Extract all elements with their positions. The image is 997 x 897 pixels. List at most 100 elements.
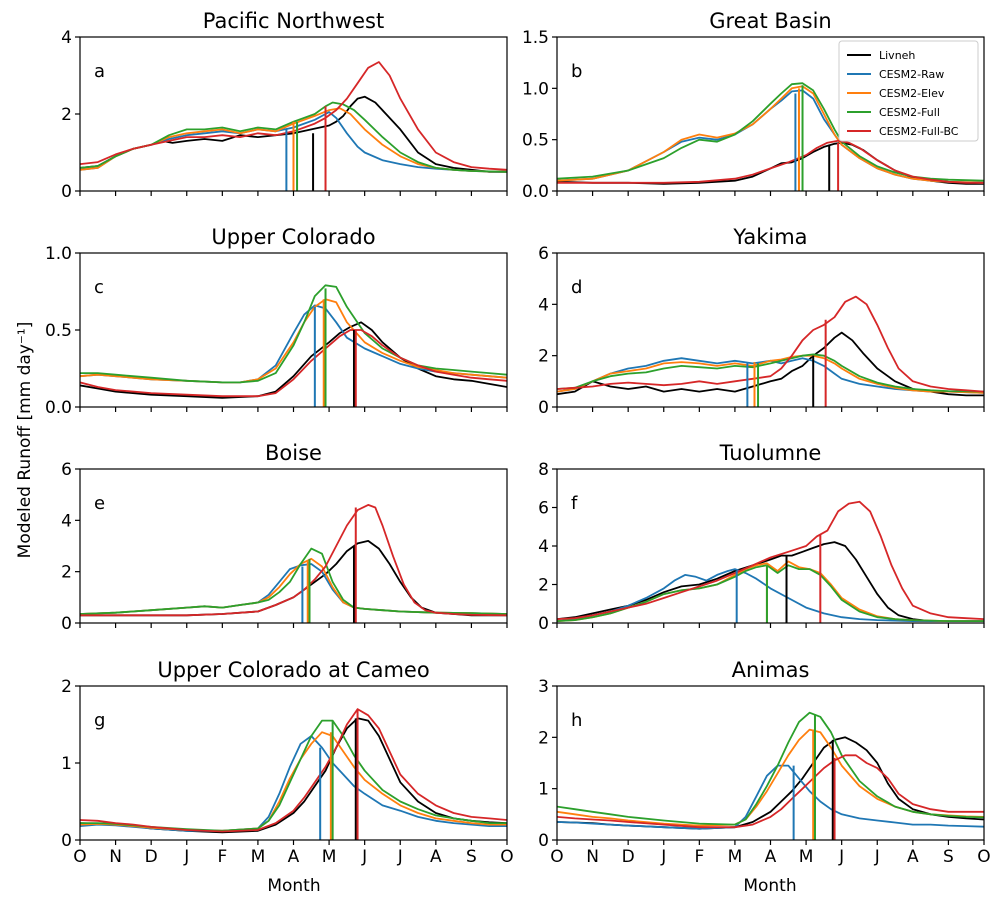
- series-line-cesm2-full: [80, 284, 507, 384]
- y-tick-label: 0: [61, 182, 72, 202]
- y-tick-label: 0: [538, 398, 549, 418]
- series-line-cesm2-full: [557, 353, 984, 393]
- series-line-livneh: [80, 540, 507, 617]
- x-tick-label: O: [500, 847, 513, 867]
- panel-h: Animas h 0 1 2 3 O N D J F M A M J J A S O: [538, 658, 991, 867]
- panel-c: Upper Colorado c 0.0 0.5 1.0: [45, 225, 508, 418]
- x-axis-label-left: Month: [267, 876, 320, 896]
- x-tick-label: O: [550, 847, 563, 867]
- x-tick-label: N: [586, 847, 599, 867]
- panel-letter: g: [94, 710, 105, 731]
- series-line-livneh: [557, 331, 984, 397]
- x-tick-label: F: [694, 847, 704, 867]
- y-tick-label: 0: [61, 831, 72, 851]
- y-tick-label: 0.5: [45, 321, 72, 341]
- panel-letter: h: [571, 710, 582, 731]
- legend-entry: CESM2-Full: [879, 106, 940, 119]
- y-tick-label: 0.5: [522, 131, 549, 151]
- panel-d: Yakima d 0 2 4 6: [538, 225, 985, 418]
- panel-title: Animas: [732, 658, 810, 682]
- y-tick-label: 1.0: [522, 79, 549, 99]
- series-line-cesm2-full-bc: [80, 504, 507, 617]
- x-tick-label: J: [183, 847, 189, 867]
- series-line-livneh: [80, 321, 507, 399]
- panel-letter: b: [571, 61, 582, 82]
- series-line-cesm2-elev: [557, 354, 984, 394]
- y-tick-label: 8: [538, 460, 549, 480]
- series-line-cesm2-full-bc: [80, 329, 507, 398]
- y-tick-label: 2: [61, 677, 72, 697]
- y-tick-label: 6: [538, 499, 549, 519]
- legend-entry: Livneh: [879, 49, 915, 62]
- x-tick-label: J: [874, 847, 880, 867]
- legend-entry: CESM2-Raw: [879, 68, 944, 81]
- x-tick-label: A: [765, 847, 777, 867]
- x-tick-label: O: [73, 847, 86, 867]
- series-line-cesm2-full: [80, 101, 507, 173]
- series-line-cesm2-raw: [557, 568, 984, 622]
- series-line-cesm2-full: [557, 711, 984, 826]
- y-tick-label: 2: [538, 576, 549, 596]
- y-tick-label: 3: [538, 677, 549, 697]
- y-tick-label: 0: [538, 831, 549, 851]
- x-tick-label: J: [838, 847, 844, 867]
- panel-b: Great Basin b 0.0 0.5 1.0 1.5 Livneh CESM2-Raw C…: [522, 9, 985, 202]
- x-tick-label: O: [977, 847, 990, 867]
- series-line-cesm2-full-bc: [80, 61, 507, 171]
- x-tick-label: J: [660, 847, 666, 867]
- y-tick-label: 2: [61, 105, 72, 125]
- series-line-cesm2-full: [557, 564, 984, 622]
- y-tick-label: 6: [538, 244, 549, 264]
- series-line-cesm2-full: [80, 547, 507, 615]
- y-tick-label: 1.5: [522, 28, 549, 48]
- x-tick-label: J: [361, 847, 367, 867]
- y-tick-label: 2: [538, 728, 549, 748]
- y-tick-label: 0: [538, 614, 549, 634]
- panel-title: Pacific Northwest: [203, 9, 384, 33]
- y-tick-label: 1: [538, 780, 549, 800]
- series-line-cesm2-full: [557, 82, 984, 182]
- panel-letter: d: [571, 277, 582, 298]
- panel-e: Boise e 0 2 4 6: [61, 441, 508, 634]
- x-axis-label-right: Month: [743, 876, 796, 896]
- legend-box: [838, 40, 979, 142]
- y-tick-label: 1: [61, 754, 72, 774]
- panel-title: Yakima: [732, 225, 807, 249]
- panel-f: Tuolumne f 0 2 4 6 8: [538, 441, 985, 634]
- panel-title: Upper Colorado: [211, 225, 375, 249]
- series-line-cesm2-full-bc: [557, 500, 984, 620]
- panel-a: Pacific Northwest a 0 2 4: [61, 9, 508, 202]
- y-tick-label: 4: [538, 295, 549, 315]
- panel-letter: c: [94, 277, 104, 298]
- panel-letter: e: [94, 493, 105, 514]
- legend-entry: CESM2-Full-BC: [879, 125, 959, 138]
- axes-frame: [79, 252, 508, 408]
- legend-entry: CESM2-Elev: [879, 87, 945, 100]
- x-tick-label: A: [430, 847, 442, 867]
- panel-letter: a: [94, 61, 105, 82]
- series-line-cesm2-raw: [557, 357, 984, 394]
- y-tick-label: 2: [61, 563, 72, 583]
- y-tick-label: 0.0: [45, 398, 72, 418]
- x-tick-label: F: [217, 847, 227, 867]
- y-tick-label: 0: [61, 614, 72, 634]
- y-tick-label: 4: [538, 537, 549, 557]
- y-tick-label: 6: [61, 460, 72, 480]
- axes-frame: [79, 468, 508, 624]
- panel-title: Boise: [265, 441, 322, 465]
- x-tick-label: M: [728, 847, 743, 867]
- x-tick-label: D: [145, 847, 158, 867]
- x-tick-label: M: [251, 847, 266, 867]
- x-tick-label: S: [943, 847, 954, 867]
- panel-title: Upper Colorado at Cameo: [157, 658, 429, 682]
- axes-frame: [556, 468, 985, 624]
- legend: Livneh CESM2-Raw CESM2-Elev CESM2-Full CESM2…: [838, 40, 979, 142]
- x-tick-label: J: [397, 847, 403, 867]
- x-tick-label: N: [109, 847, 122, 867]
- series-line-cesm2-full-bc: [557, 295, 984, 393]
- x-tick-label: D: [622, 847, 635, 867]
- y-tick-label: 1.0: [45, 244, 72, 264]
- x-tick-label: M: [799, 847, 814, 867]
- panel-title: Great Basin: [709, 9, 832, 33]
